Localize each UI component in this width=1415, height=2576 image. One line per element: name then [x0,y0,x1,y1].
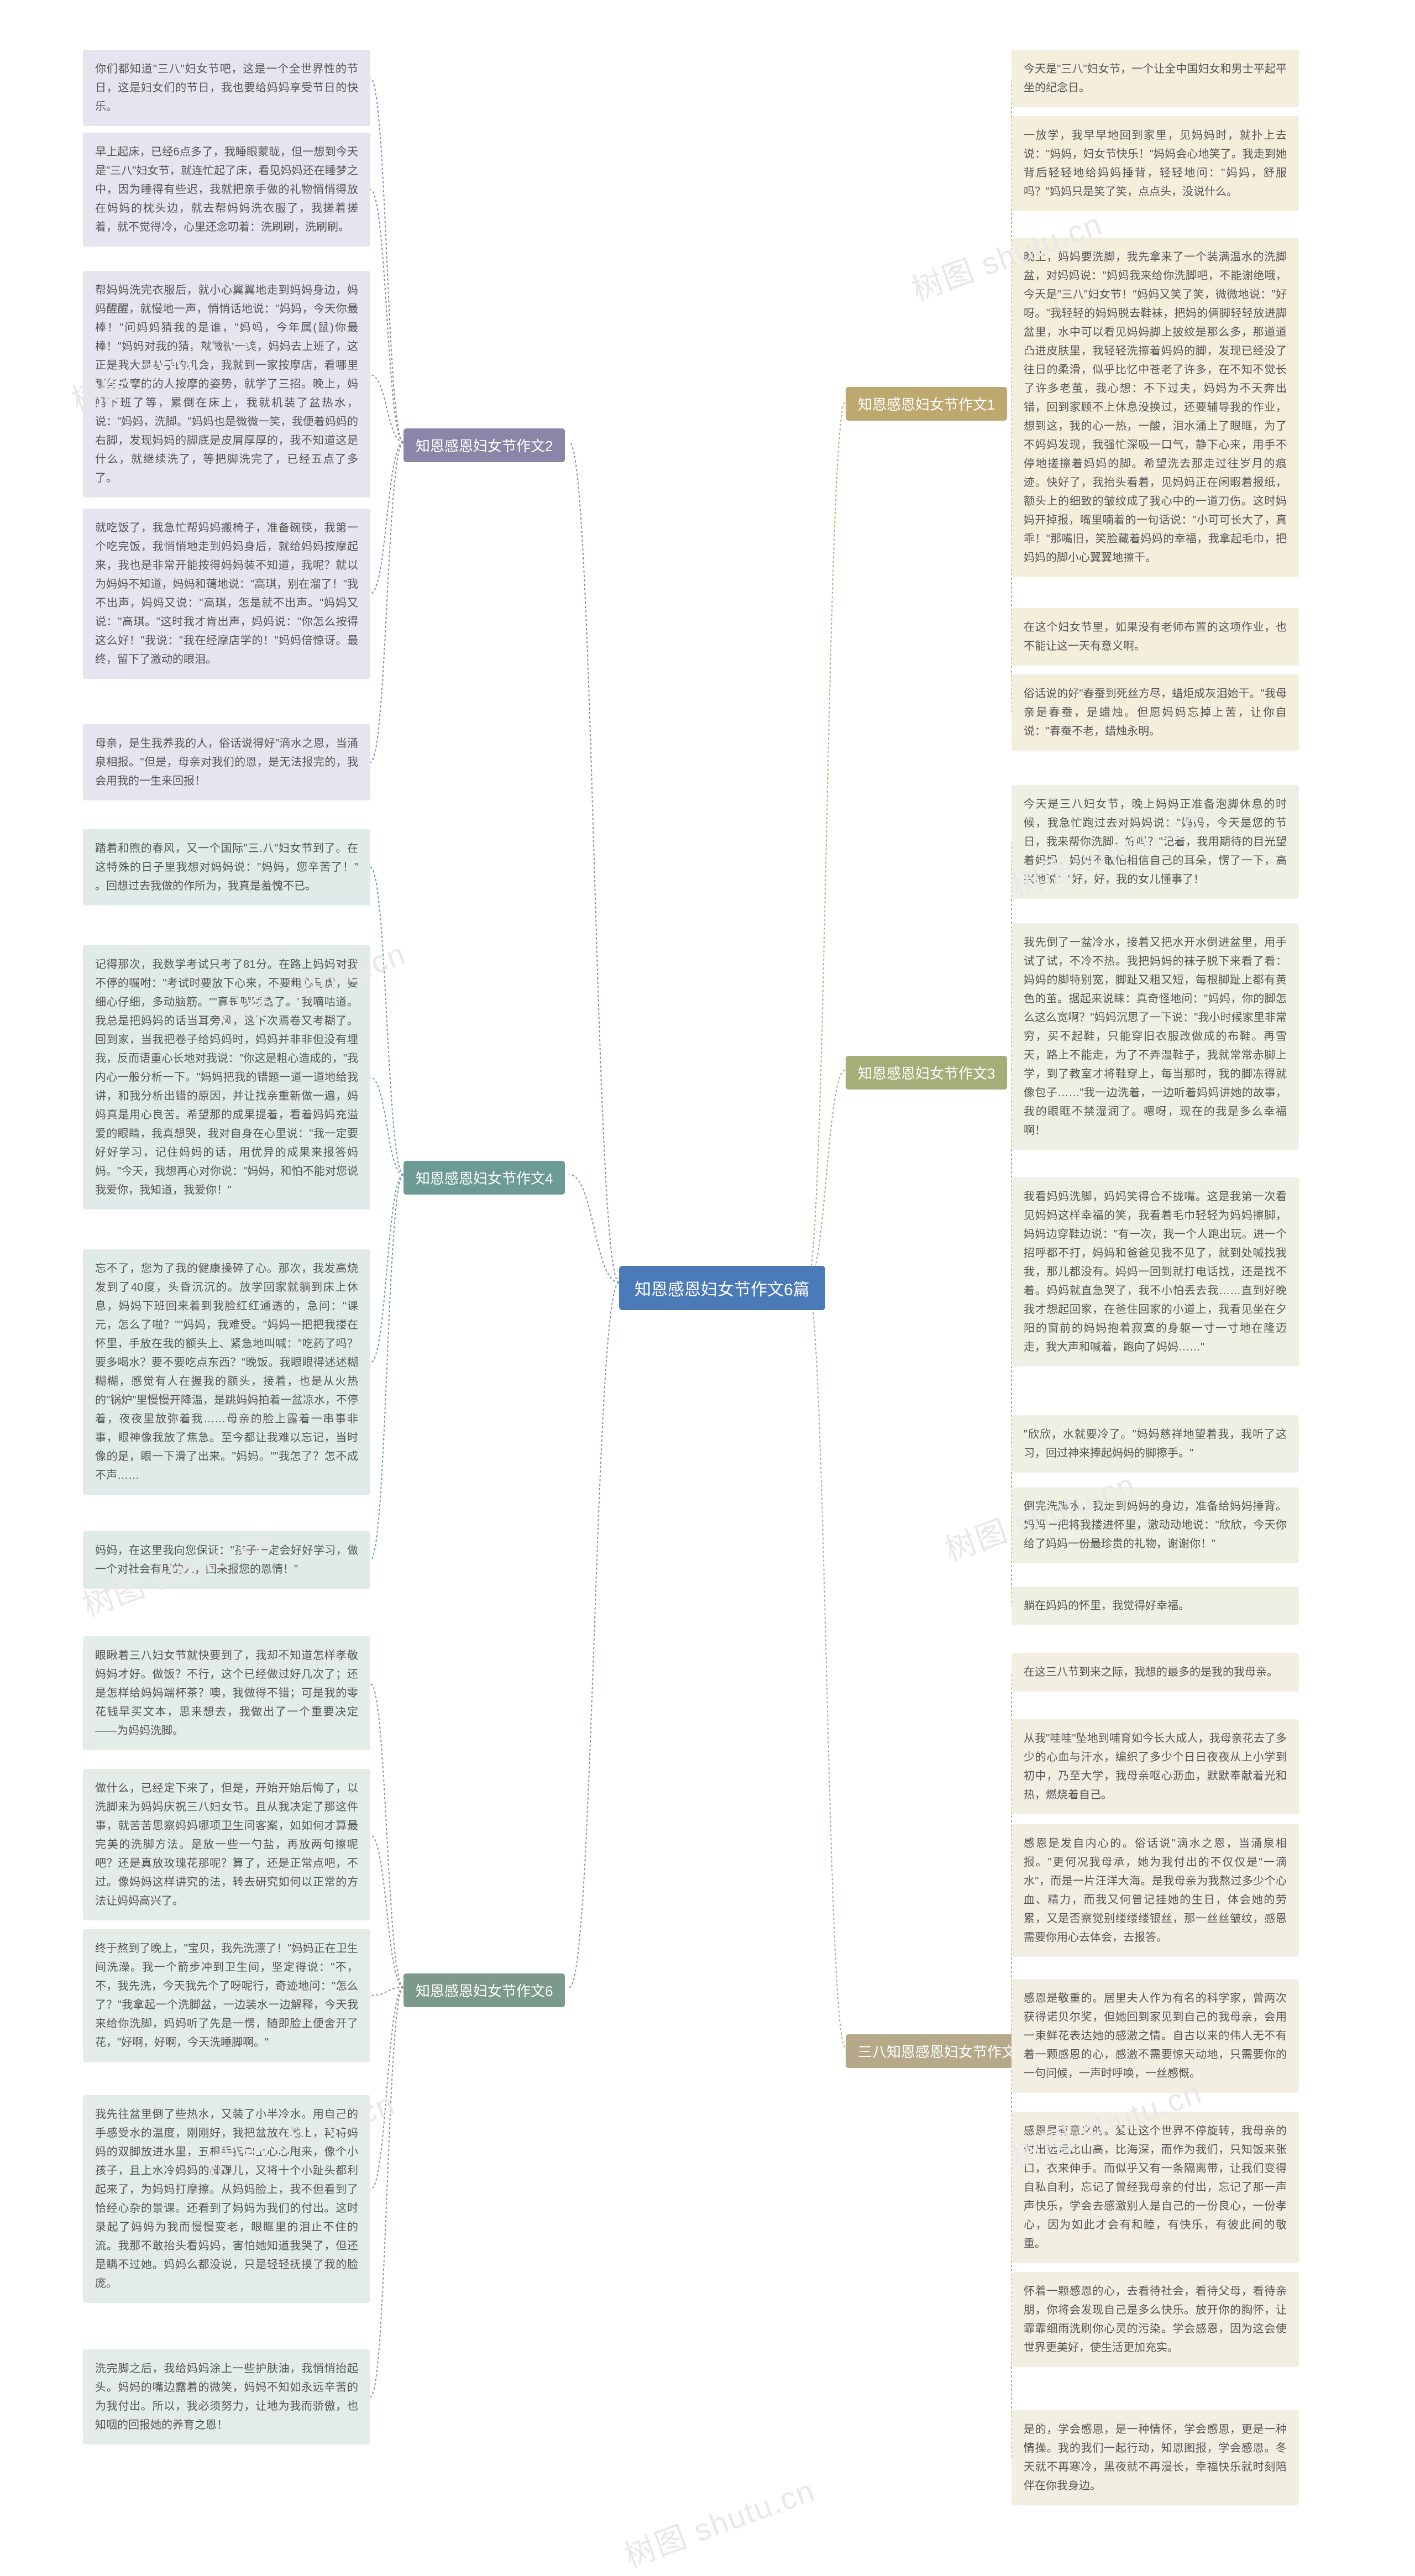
leaf-node: 我先往盆里倒了些热水，又装了小半冷水。用自己的手感受水的温度，刚刚好，我把盆放在… [83,2095,370,2303]
leaf-node: 我先倒了一盆冷水，接着又把水开水倒进盆里，用手试了试，不冷不热。我把妈妈的袜子脱… [1012,923,1299,1150]
leaf-node: 洗完脚之后，我给妈妈涂上一些护肤油，我悄悄抬起头。妈妈的嘴边露着的微笑，妈妈不知… [83,2349,370,2444]
leaf-node: 俗话说的好"春蚕到死丝方尽，蜡炬成灰泪始干。"我母亲是春蚕，是蜡烛。但愿妈妈忘掉… [1012,674,1299,751]
leaf-node: 妈妈，在这里我向您保证："孩子一定会好好学习，做一个对社会有用的人，回来报您的恩… [83,1531,370,1589]
leaf-node: 怀着一颗感恩的心，去看待社会，看待父母，看待亲朋，你将会发现自己是多么快乐。放开… [1012,2272,1299,2367]
branch-node: 知恩感恩妇女节作文1 [846,387,1007,421]
leaf-node: 在这个妇女节里，如果没有老师布置的这项作业，也不能让这一天有意义啊。 [1012,608,1299,666]
leaf-node: 感恩是有意义的。爱让这个世界不停旋转，我母亲的付出远远比山高，比海深，而作为我们… [1012,2112,1299,2263]
leaf-node: 你们都知道"三八"妇女节吧，这是一个全世界性的节日，这是妇女们的节日，我也要给妈… [83,50,370,126]
leaf-node: "欣欣，水就要冷了。"妈妈慈祥地望着我，我听了这习，回过神来捧起妈妈的脚擦手。" [1012,1415,1299,1473]
branch-node: 知恩感恩妇女节作文4 [403,1161,565,1195]
leaf-node: 晚上，妈妈要洗脚，我先拿来了一个装满温水的洗脚盆，对妈妈说："妈妈我来给你洗脚吧… [1012,238,1299,577]
leaf-node: 在这三八节到来之际，我想的最多的是我的我母亲。 [1012,1653,1299,1692]
leaf-node: 倒完洗脚水，我走到妈妈的身边，准备给妈妈捶背。妈妈一把将我搂进怀里，激动动地说：… [1012,1487,1299,1563]
leaf-node: 是的，学会感恩，是一种情怀，学会感恩，更是一种情操。我的我们一起行动，知恩图报，… [1012,2410,1299,2505]
leaf-node: 做什么，已经定下来了，但是，开始开始后悔了，以洗脚来为妈妈庆祝三八妇女节。且从我… [83,1769,370,1920]
leaf-node: 母亲，是生我养我的人，俗话说得好"滴水之恩，当涌泉相报。"但是，母亲对我们的恩，… [83,724,370,800]
leaf-node: 踏着和煦的春风，又一个国际"三.八"妇女节到了。在这特殊的日子里我想对妈妈说："… [83,829,370,905]
branch-node: 三八知恩感恩妇女节作文5 [846,2034,1036,2068]
branch-node: 知恩感恩妇女节作文6 [403,1973,565,2007]
leaf-node: 一放学，我早早地回到家里，见妈妈时，就扑上去说："妈妈，妇女节快乐！"妈妈会心地… [1012,116,1299,211]
center-node: 知恩感恩妇女节作文6篇 [619,1266,825,1310]
leaf-node: 我看妈妈洗脚，妈妈笑得合不拢嘴。这是我第一次看见妈妈这样幸福的笑，我看着毛巾轻轻… [1012,1177,1299,1366]
leaf-node: 忘不了，您为了我的健康操碎了心。那次，我发高烧发到了40度，头昏沉沉的。放学回家… [83,1249,370,1495]
leaf-node: 就吃饭了，我急忙帮妈妈搬椅子，准备碗筷，我第一个吃完饭，我悄悄地走到妈妈身后，就… [83,509,370,679]
watermark: 树图 shutu.cn [617,2466,820,2576]
leaf-node: 感恩是发自内心的。俗话说"滴水之恩，当涌泉相报。"更何况我母承，她为我付出的不仅… [1012,1824,1299,1957]
leaf-node: 眼瞅着三八妇女节就快要到了，我却不知道怎样孝敬妈妈才好。做饭？不行，这个已经做过… [83,1636,370,1750]
branch-node: 知恩感恩妇女节作文3 [846,1056,1007,1090]
leaf-node: 感恩是敬重的。居里夫人作为有名的科学家，曾两次获得诺贝尔奖，但她回到家见到自己的… [1012,1979,1299,2093]
leaf-node: 躺在妈妈的怀里，我觉得好幸福。 [1012,1587,1299,1625]
branch-node: 知恩感恩妇女节作文2 [403,428,565,462]
leaf-node: 终于熬到了晚上，"宝贝，我先洗漂了！"妈妈正在卫生间洗澡。我一个箭步冲到卫生间，… [83,1929,370,2062]
leaf-node: 帮妈妈洗完衣服后，就小心翼翼地走到妈妈身边，妈妈醒醒，就慢地一声，悄悄话地说："… [83,271,370,498]
leaf-node: 早上起床，已经6点多了，我睡眼蒙眬，但一想到今天是"三八"妇女节，就连忙起了床，… [83,133,370,247]
leaf-node: 从我"哇哇"坠地到哺育如今长大成人，我母亲花去了多少的心血与汗水，编织了多少个日… [1012,1719,1299,1814]
leaf-node: 今天是三八妇女节，晚上妈妈正准备泡脚休息的时候，我急忙跑过去对妈妈说："妈妈，今… [1012,785,1299,899]
leaf-node: 今天是"三八"妇女节，一个让全中国妇女和男士平起平坐的纪念日。 [1012,50,1299,107]
leaf-node: 记得那次，我数学考试只考了81分。在路上妈妈对我不停的嘱咐："考试时要放下心来，… [83,945,370,1210]
